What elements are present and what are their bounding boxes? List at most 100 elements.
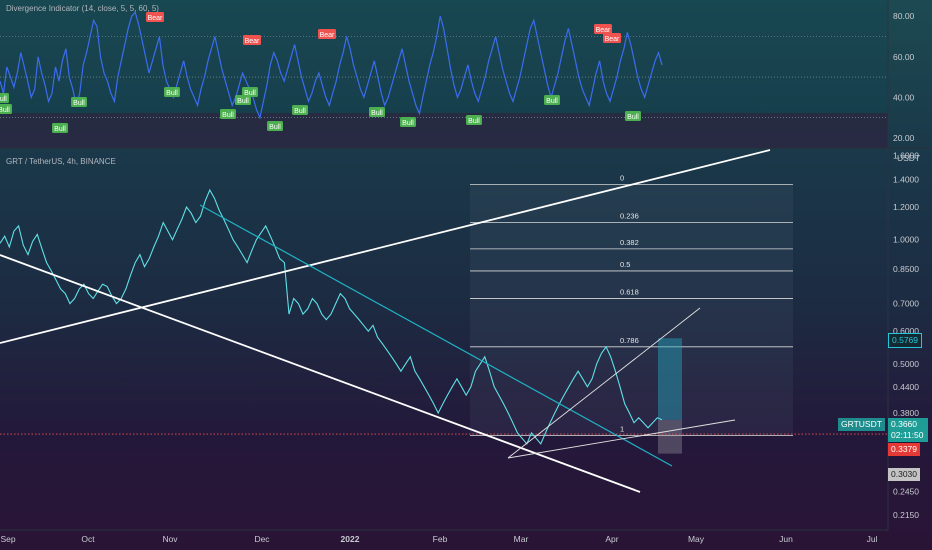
price-tag-top: 0.5769 xyxy=(888,333,922,348)
wedge-lower-line xyxy=(507,419,736,459)
bear-label-box xyxy=(318,29,336,39)
time-axis-label: May xyxy=(688,534,705,544)
upper-trendline xyxy=(0,149,771,344)
indicator-panel[interactable] xyxy=(0,0,888,148)
bear-label-box xyxy=(243,35,261,45)
bull-label: Bull xyxy=(468,118,480,125)
indicator-lower-band xyxy=(0,113,888,148)
bull-label: Bull xyxy=(0,107,10,114)
bull-label-box xyxy=(292,105,308,115)
current-price-tag: 0.3660 02:11:50 xyxy=(888,418,928,442)
price-y-tick: 0.5000 xyxy=(893,359,919,369)
bull-label-box xyxy=(164,87,180,97)
time-axis-label: Jun xyxy=(779,534,793,544)
bull-label: Bull xyxy=(54,126,66,133)
time-axis-label: Dec xyxy=(254,534,270,544)
indicator-y-tick: 40.00 xyxy=(893,92,915,102)
fib-level-label: 0.786 xyxy=(620,336,639,345)
price-y-tick: 0.8500 xyxy=(893,264,919,274)
wedge-upper-line xyxy=(507,307,701,459)
countdown-value: 02:11:50 xyxy=(891,430,924,440)
price-layer: 0 0.236 0.382 0.5 0.618 0.786 1 xyxy=(0,149,888,493)
time-axis-label: Nov xyxy=(162,534,178,544)
price-y-tick: 1.4000 xyxy=(893,174,919,184)
price-y-tick: 0.6000 xyxy=(893,326,919,336)
bull-label-box xyxy=(400,117,416,127)
price-y-tick: 0.2150 xyxy=(893,510,919,520)
bull-label: Bull xyxy=(244,90,256,97)
time-axis-label: 2022 xyxy=(341,534,360,544)
bull-label: Bull xyxy=(546,98,558,105)
price-y-tick: 0.2450 xyxy=(893,487,919,497)
bear-label: Bear xyxy=(148,15,163,22)
bear-label: Bear xyxy=(605,36,620,43)
indicator-y-tick: 80.00 xyxy=(893,11,915,21)
time-axis-label: Mar xyxy=(514,534,529,544)
price-unit-label: USDT xyxy=(897,153,920,163)
bear-label-box xyxy=(146,12,164,22)
bull-label: Bull xyxy=(166,90,178,97)
bear-label-box xyxy=(594,24,612,34)
time-axis-label: Apr xyxy=(605,534,618,544)
bear-label: Bear xyxy=(320,32,335,39)
fib-level-label: 0.618 xyxy=(620,288,639,297)
indicator-legend[interactable]: Divergence Indicator (14, close, 5, 5, 6… xyxy=(6,4,159,13)
price-y-tick: 0.7000 xyxy=(893,299,919,309)
price-legend[interactable]: GRT / TetherUS, 4h, BINANCE xyxy=(6,157,116,166)
projection-box-lower xyxy=(658,419,682,454)
fib-level-label: 0 xyxy=(620,174,624,183)
fib-level-label: 0.382 xyxy=(620,238,639,247)
bull-label-box xyxy=(466,115,482,125)
bear-label: Bear xyxy=(596,27,611,34)
bear-label-box xyxy=(603,33,621,43)
time-axis-label: Jul xyxy=(867,534,878,544)
current-price-value: 0.3660 xyxy=(891,419,917,429)
lower-trendline xyxy=(0,254,641,493)
bull-label-box xyxy=(369,107,385,117)
indicator-y-tick: 20.00 xyxy=(893,133,915,143)
bull-label-box xyxy=(0,104,12,114)
red-price-tag: 0.3379 xyxy=(888,443,920,456)
time-axis-label: Sep xyxy=(0,534,15,544)
axis-layer: 80.00 60.00 40.00 20.00 1.6000 1.4000 1.2000 1.… xyxy=(0,11,920,544)
fib-level-label: 0.5 xyxy=(620,260,630,269)
indicator-layer: BearBearBearBearBearBullBullBullBullBull… xyxy=(0,10,888,133)
indicator-y-tick: 60.00 xyxy=(893,52,915,62)
projection-box-upper xyxy=(658,338,682,420)
price-y-tick: 1.0000 xyxy=(893,235,919,245)
bull-label-box xyxy=(242,87,258,97)
bull-label-box xyxy=(220,109,236,119)
fib-level-label: 0.236 xyxy=(620,212,639,221)
bull-label: Bull xyxy=(371,110,383,117)
bull-label: Bull xyxy=(73,100,85,107)
bear-label: Bear xyxy=(245,38,260,45)
price-y-tick: 0.3800 xyxy=(893,408,919,418)
price-y-tick: 1.6000 xyxy=(893,151,919,161)
symbol-tag: GRTUSDT xyxy=(838,418,885,431)
bull-label: Bull xyxy=(402,120,414,127)
price-y-tick: 0.4400 xyxy=(893,382,919,392)
fib-level-label: 1 xyxy=(620,425,624,434)
bull-label-box xyxy=(71,97,87,107)
bull-label-box xyxy=(0,93,9,103)
bull-label: Bull xyxy=(627,114,639,121)
teal-downtrend-line xyxy=(199,204,673,467)
bull-label: Bull xyxy=(294,108,306,115)
bull-label-box xyxy=(267,121,283,131)
bull-label: Bull xyxy=(0,96,7,103)
grey-price-tag: 0.3030 xyxy=(888,468,920,481)
bull-label-box xyxy=(625,111,641,121)
time-axis-label: Oct xyxy=(81,534,95,544)
bull-label: Bull xyxy=(237,98,249,105)
bull-label-box xyxy=(52,123,68,133)
fib-zone xyxy=(470,184,793,436)
bull-label: Bull xyxy=(269,124,281,131)
time-axis-label: Feb xyxy=(433,534,448,544)
bull-label-box xyxy=(235,95,251,105)
price-series-line xyxy=(0,188,663,445)
bull-label: Bull xyxy=(222,112,234,119)
price-y-tick: 1.2000 xyxy=(893,202,919,212)
bull-label-box xyxy=(544,95,560,105)
